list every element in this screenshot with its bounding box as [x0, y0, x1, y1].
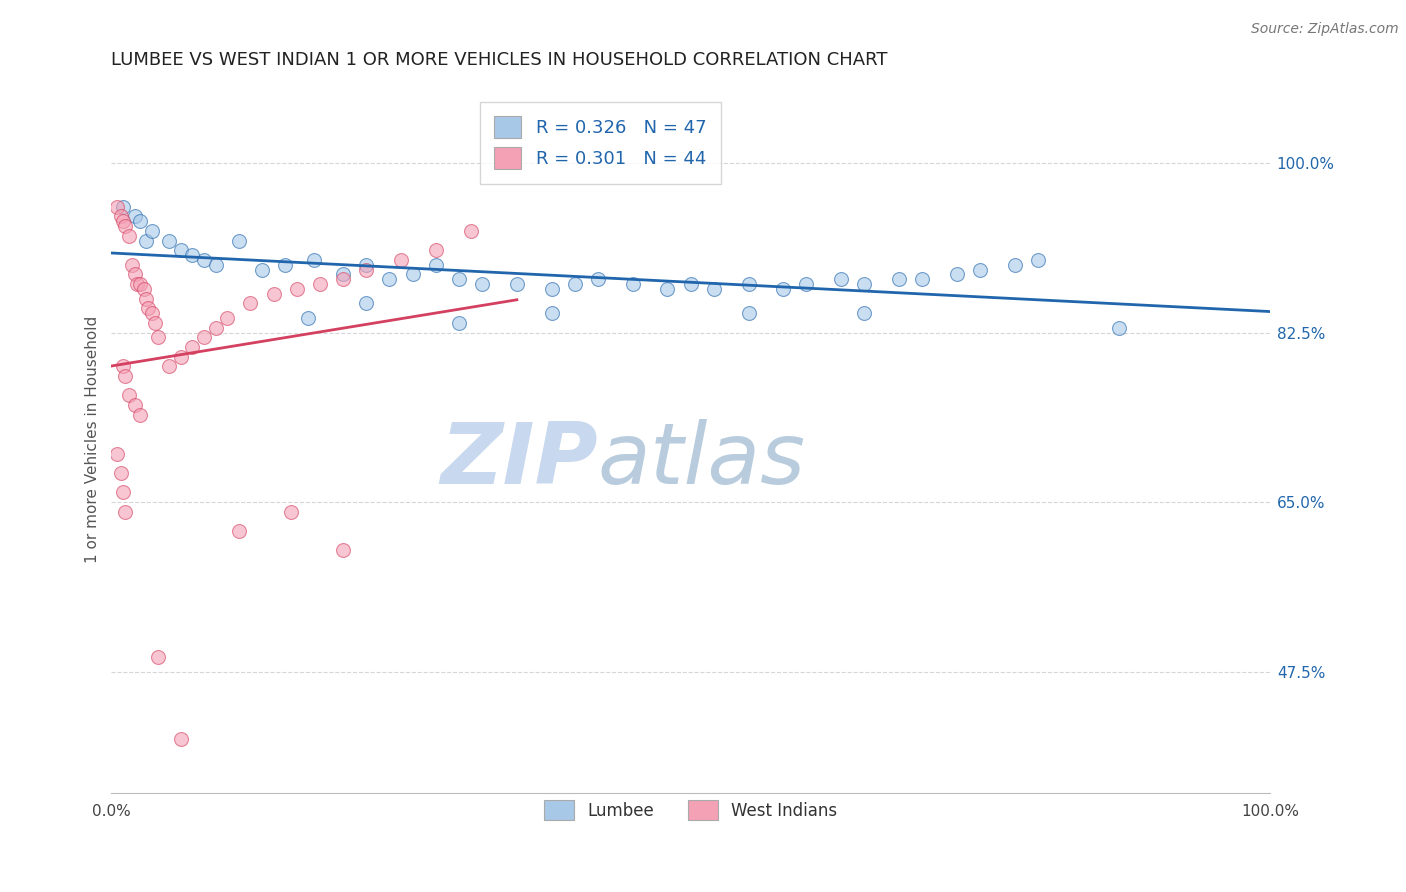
Point [105, 200, 128, 214]
Point [141, 306, 163, 320]
Point [772, 282, 794, 296]
Point [111, 214, 134, 228]
Point [124, 209, 146, 223]
Point [506, 277, 529, 291]
Point [946, 268, 969, 282]
Point [105, 447, 128, 461]
Point [1026, 252, 1049, 267]
Point [157, 234, 180, 248]
Point [146, 330, 169, 344]
Point [378, 272, 401, 286]
Point [118, 228, 141, 243]
Point [401, 268, 423, 282]
Point [332, 268, 354, 282]
Point [354, 258, 377, 272]
Point [250, 262, 273, 277]
Point [111, 200, 134, 214]
Point [540, 282, 562, 296]
Point [135, 234, 157, 248]
Point [280, 505, 302, 519]
Y-axis label: 1 or more Vehicles in Household: 1 or more Vehicles in Household [86, 316, 100, 563]
Point [135, 292, 157, 306]
Text: LUMBEE VS WEST INDIAN 1 OR MORE VEHICLES IN HOUSEHOLD CORRELATION CHART: LUMBEE VS WEST INDIAN 1 OR MORE VEHICLES… [111, 51, 889, 69]
Point [354, 262, 377, 277]
Point [124, 398, 146, 412]
Point [425, 243, 447, 257]
Point [228, 524, 250, 538]
Point [969, 262, 991, 277]
Point [239, 296, 262, 310]
Point [146, 650, 169, 665]
Point [114, 219, 136, 233]
Point [114, 505, 136, 519]
Point [193, 330, 215, 344]
Point [129, 277, 152, 291]
Point [354, 296, 377, 310]
Point [263, 286, 285, 301]
Point [737, 306, 759, 320]
Point [425, 258, 447, 272]
Point [228, 234, 250, 248]
Point [181, 340, 204, 354]
Point [138, 301, 160, 316]
Point [621, 277, 644, 291]
Point [193, 252, 215, 267]
Point [679, 277, 702, 291]
Point [111, 485, 134, 500]
Legend: Lumbee, West Indians: Lumbee, West Indians [531, 787, 851, 834]
Point [447, 272, 470, 286]
Point [125, 277, 148, 291]
Point [853, 306, 876, 320]
Point [181, 248, 204, 262]
Point [132, 282, 155, 296]
Point [217, 311, 239, 326]
Point [564, 277, 586, 291]
Point [1108, 320, 1130, 334]
Text: atlas: atlas [598, 419, 806, 502]
Point [110, 466, 132, 480]
Point [657, 282, 679, 296]
Point [796, 277, 818, 291]
Point [389, 252, 412, 267]
Text: ZIP: ZIP [440, 419, 598, 502]
Point [911, 272, 934, 286]
Point [540, 306, 562, 320]
Point [297, 311, 319, 326]
Point [309, 277, 332, 291]
Point [887, 272, 910, 286]
Point [204, 320, 226, 334]
Point [114, 369, 136, 384]
Point [170, 243, 193, 257]
Point [332, 543, 354, 558]
Text: Source: ZipAtlas.com: Source: ZipAtlas.com [1251, 22, 1399, 37]
Point [111, 359, 134, 374]
Point [145, 316, 167, 330]
Point [157, 359, 180, 374]
Point [129, 408, 152, 422]
Point [737, 277, 759, 291]
Point [110, 209, 132, 223]
Point [129, 214, 152, 228]
Point [274, 258, 297, 272]
Point [170, 732, 193, 747]
Point [121, 258, 143, 272]
Point [471, 277, 494, 291]
Point [447, 316, 470, 330]
Point [586, 272, 609, 286]
Point [853, 277, 876, 291]
Point [460, 224, 482, 238]
Point [285, 282, 308, 296]
Point [302, 252, 325, 267]
Point [141, 224, 163, 238]
Point [332, 272, 354, 286]
Point [830, 272, 852, 286]
Point [204, 258, 226, 272]
Point [703, 282, 725, 296]
Point [1004, 258, 1026, 272]
Point [124, 268, 146, 282]
Point [170, 350, 193, 364]
Point [118, 388, 141, 402]
